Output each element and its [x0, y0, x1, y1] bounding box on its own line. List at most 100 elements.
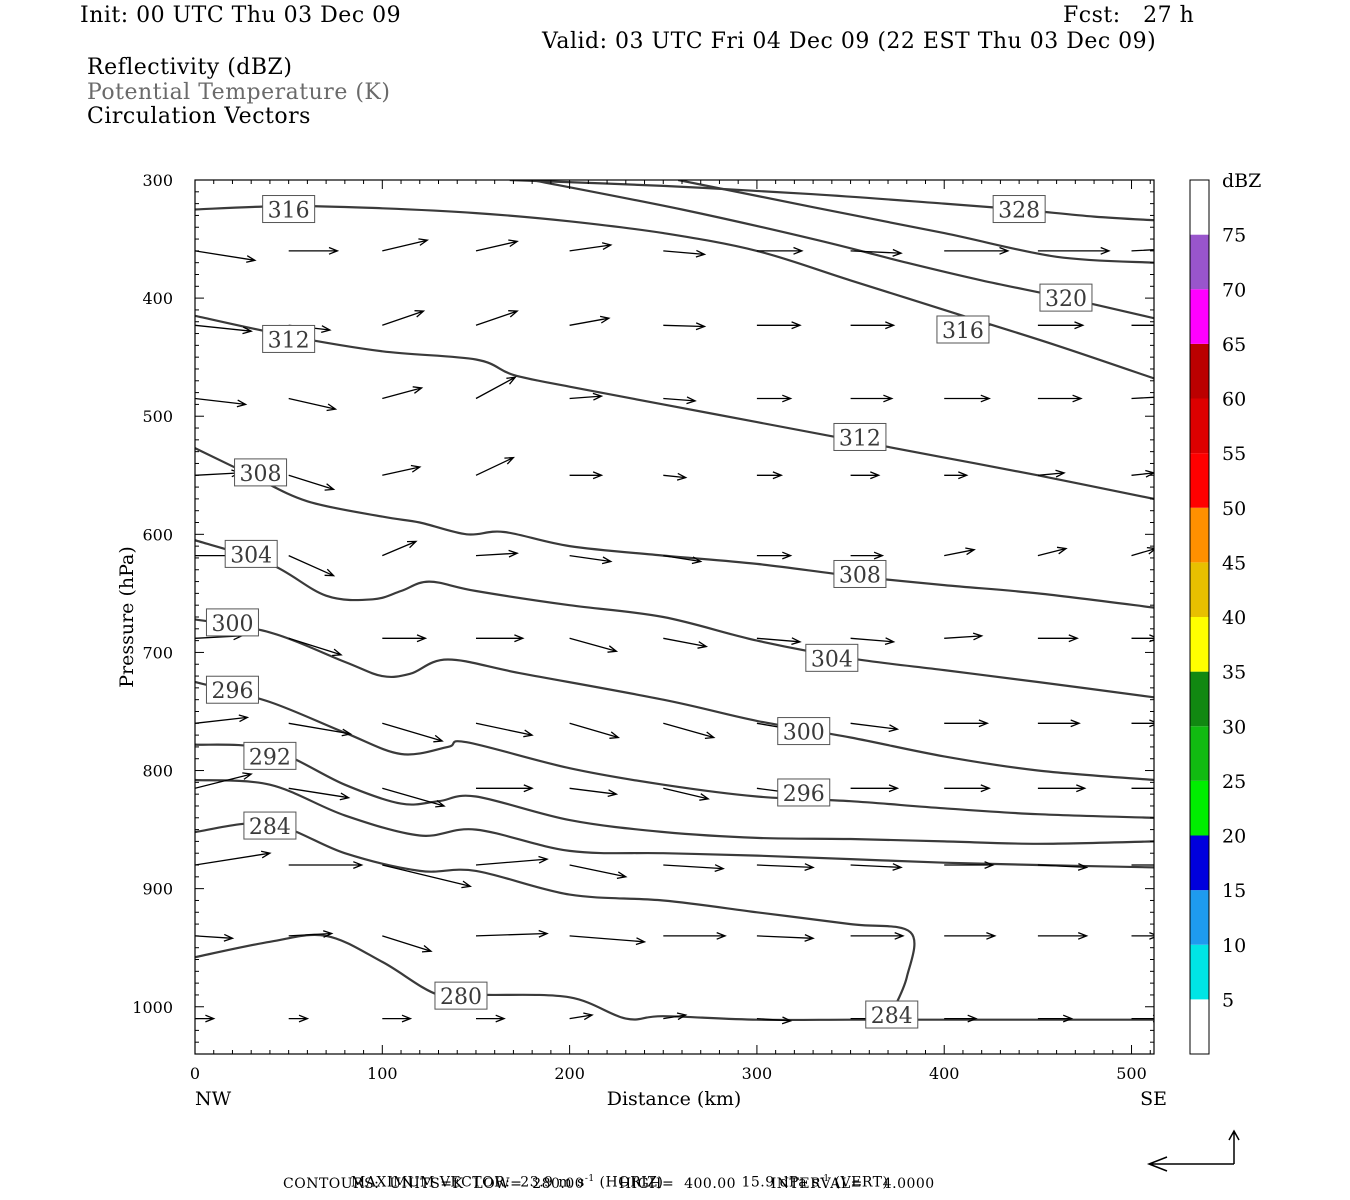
vector-arrow — [1037, 469, 1066, 478]
colorbar-segment — [1190, 780, 1209, 836]
colorbar-segment — [1190, 234, 1209, 290]
vector-arrow — [382, 787, 446, 808]
vector-arrow — [569, 787, 619, 798]
vector-arrow — [475, 310, 519, 326]
vector-arrow — [382, 540, 418, 557]
vector-arrow — [850, 784, 900, 793]
vector-arrow — [475, 929, 549, 938]
vector-arrow — [663, 249, 707, 258]
vector-arrow — [944, 471, 969, 480]
contour-label-312: 312 — [262, 324, 316, 353]
vector-arrow — [1037, 784, 1087, 793]
y-tick-label: 400 — [142, 289, 173, 308]
colorbar-segment — [1190, 890, 1209, 945]
vector-arrow — [569, 315, 611, 326]
contour-label-292: 292 — [243, 741, 297, 770]
vector-arrow — [1037, 931, 1089, 940]
vector-arrow — [569, 935, 647, 946]
x-end-label-right: SE — [1140, 1088, 1167, 1110]
colorbar-segment — [1190, 835, 1209, 891]
contour-label-304: 304 — [224, 539, 278, 568]
colorbar-segment — [1190, 343, 1209, 399]
vector-arrow — [850, 931, 905, 940]
contour-label-text: 316 — [942, 319, 984, 344]
vector-arrow — [944, 784, 991, 793]
vector-arrow — [944, 719, 990, 728]
colorbar-segment — [1190, 453, 1209, 508]
theta-contour-304 — [195, 539, 1154, 699]
vector-arrow — [382, 634, 428, 643]
max-horiz-text: MAXIMUM VECTOR: 23.9 m s — [350, 1174, 585, 1191]
colorbar-tick-label: 75 — [1222, 225, 1246, 247]
theta-contour-280 — [195, 933, 1154, 1022]
vector-arrow — [944, 931, 997, 940]
vector-arrow — [288, 722, 353, 737]
reference-vector — [1146, 1129, 1240, 1172]
colorbar-segment — [1190, 671, 1209, 727]
contour-label-text: 284 — [871, 1004, 913, 1029]
contour-label-box — [234, 458, 288, 487]
vector-arrow — [756, 246, 804, 255]
vector-arrow — [475, 239, 519, 252]
vector-arrow — [1131, 249, 1154, 252]
contour-label-text: 312 — [268, 328, 310, 353]
vector-arrow — [195, 397, 248, 408]
vector-arrow — [756, 551, 793, 560]
theta-contour-324 — [677, 180, 1154, 264]
vector-arrow — [1037, 634, 1079, 643]
contour-label-text: 296 — [783, 782, 825, 807]
vector-arrow — [569, 864, 628, 880]
contour-label-text: 316 — [268, 199, 310, 224]
vector-arrow — [475, 855, 549, 866]
vector-arrow — [475, 376, 517, 400]
x-tick-label: 500 — [1116, 1064, 1147, 1083]
theta-contour-284 — [195, 821, 916, 1014]
contour-info-line: CONTOURS: UNITS=K LOW= 280.00 HIGH= 400.… — [283, 1176, 935, 1192]
vector-arrow — [850, 551, 885, 560]
contour-label-280: 280 — [434, 981, 488, 1010]
contour-label-box — [243, 741, 297, 770]
horiz-tag: (HORIZ) — [594, 1174, 664, 1191]
contour-label-text: 320 — [1045, 287, 1087, 312]
x-axis-title: Distance (km) — [607, 1088, 742, 1110]
vector-arrow — [1037, 321, 1085, 330]
contour-label-text: 284 — [249, 815, 291, 840]
colorbar-tick-label: 60 — [1222, 389, 1246, 411]
vert-tag: (VERT) — [829, 1174, 889, 1191]
contour-label-box — [1039, 283, 1093, 312]
colorbar-segment — [1190, 617, 1209, 672]
y-tick-label: 500 — [142, 407, 173, 426]
contour-label-text: 304 — [811, 647, 853, 672]
vector-arrow — [663, 396, 697, 405]
vector-arrow — [569, 1012, 594, 1021]
unit-exponent: -1 — [584, 1174, 595, 1184]
y-tick-label: 1000 — [132, 998, 173, 1017]
vector-arrow — [476, 784, 534, 793]
y-tick-label: 300 — [142, 171, 173, 190]
contour-label-text: 296 — [211, 679, 253, 704]
contour-label-box — [805, 643, 859, 672]
max-vector-line: MAXIMUM VECTOR: 23.9 m s-1 (HORIZ) 15.9 d… — [341, 1158, 888, 1191]
vector-arrow — [288, 474, 336, 491]
vector-arrow — [850, 321, 896, 330]
vector-arrow — [382, 386, 424, 400]
colorbar-tick-label: 20 — [1222, 826, 1246, 848]
vector-arrow — [756, 394, 793, 403]
vector-arrow — [850, 471, 881, 480]
contour-label-304: 304 — [805, 643, 859, 672]
contour-label-box — [936, 315, 990, 344]
vector-arrow — [195, 250, 257, 263]
vector-arrow — [1037, 1014, 1074, 1023]
colorbar-tick-label: 40 — [1222, 607, 1246, 629]
vector-arrow — [288, 861, 364, 870]
vector-arrow — [569, 722, 620, 739]
vector-arrow — [382, 722, 444, 743]
contour-label-box — [243, 811, 297, 840]
y-tick-label: 800 — [142, 762, 173, 781]
vector-arrow — [663, 864, 725, 873]
vector-arrow — [288, 555, 336, 577]
vector-arrow — [288, 637, 343, 657]
vector-arrow — [569, 471, 604, 480]
field-label-reflectivity: Reflectivity (dBZ) — [87, 55, 293, 80]
